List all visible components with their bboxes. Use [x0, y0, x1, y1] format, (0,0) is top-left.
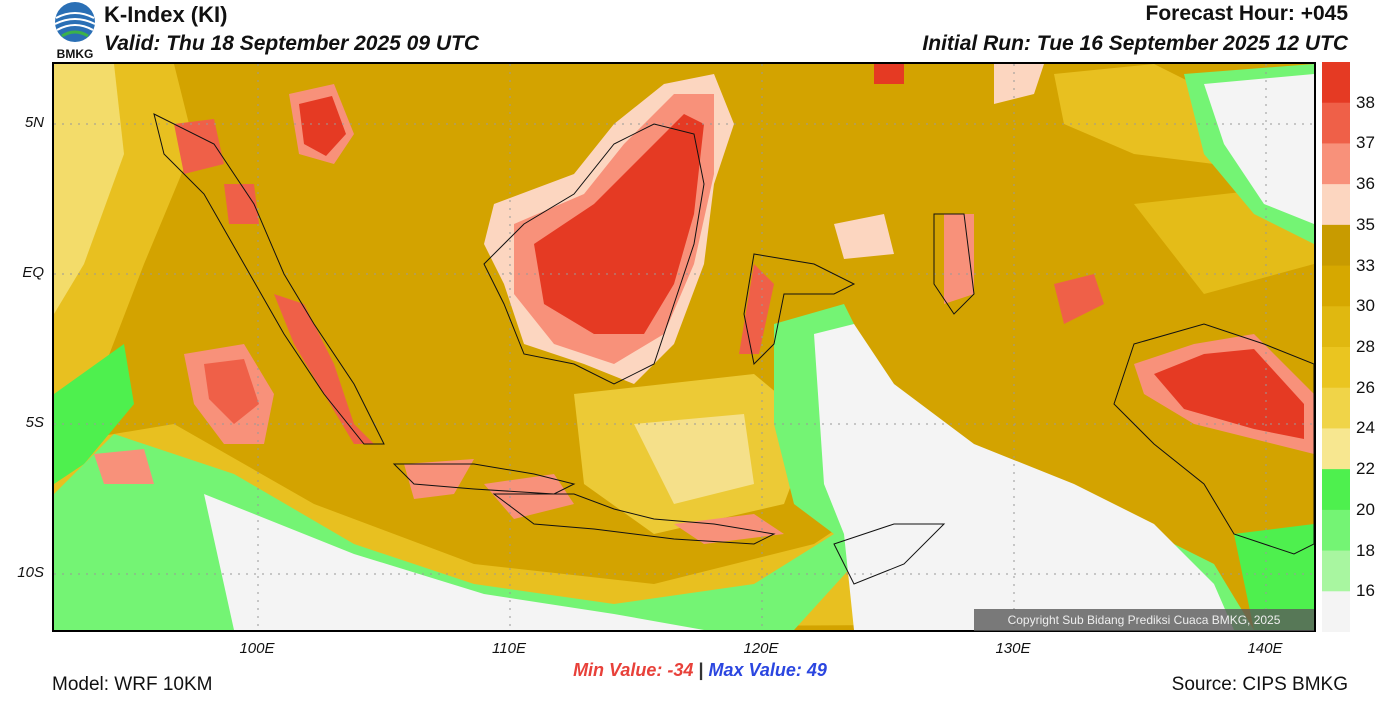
colorbar-swatch	[1322, 265, 1350, 307]
lon-label-140e: 140E	[1247, 640, 1283, 657]
colorbar-swatch	[1322, 550, 1350, 592]
min-label: Min Value:	[573, 660, 663, 680]
lon-label-130e: 130E	[995, 640, 1031, 657]
colorbar-label: 35	[1356, 214, 1375, 234]
colorbar-swatches	[1322, 62, 1350, 633]
colorbar-swatch	[1322, 184, 1350, 226]
colorbar-swatch	[1322, 347, 1350, 389]
colorbar-swatch	[1322, 387, 1350, 429]
colorbar-swatch	[1322, 509, 1350, 552]
colorbar-label: 16	[1356, 581, 1375, 601]
colorbar-label: 33	[1356, 255, 1375, 275]
colorbar-label: 37	[1356, 133, 1375, 153]
colorbar-swatch	[1322, 62, 1350, 104]
colorbar-swatch	[1322, 469, 1350, 511]
max-value: 49	[806, 660, 827, 680]
lat-label-10s: 10S	[17, 564, 44, 581]
bmkg-logo: BMKG	[50, 0, 100, 62]
lon-label-100e: 100E	[239, 640, 275, 657]
logo-text: BMKG	[57, 47, 94, 61]
colorbar-label: 20	[1356, 499, 1375, 519]
colorbar-swatch	[1322, 428, 1350, 470]
forecast-hour: Forecast Hour: +045	[1145, 2, 1349, 25]
initial-run: Initial Run: Tue 16 September 2025 12 UT…	[922, 32, 1348, 55]
colorbar-label: 24	[1356, 418, 1375, 438]
colorbar-label: 18	[1356, 540, 1375, 560]
lat-label-5s: 5S	[25, 414, 44, 431]
colorbar-label: 36	[1356, 174, 1375, 194]
model-info: Model: WRF 10KM	[52, 674, 213, 695]
copyright-notice: Copyright Sub Bidang Prediksi Cuaca BMKG…	[974, 609, 1314, 631]
colorbar-label: 22	[1356, 459, 1375, 479]
min-max-values: Min Value: -34 | Max Value: 49	[0, 660, 1400, 681]
colorbar-swatch	[1322, 143, 1350, 185]
colorbar-swatch	[1322, 224, 1350, 267]
lat-label-eq: EQ	[22, 264, 44, 281]
colorbar-label: 38	[1356, 92, 1375, 112]
separator: |	[698, 660, 704, 680]
colorbar-label: 30	[1356, 296, 1375, 316]
min-value: -34	[667, 660, 694, 680]
lon-label-120e: 120E	[743, 640, 779, 657]
max-label: Max Value:	[708, 660, 802, 680]
colorbar-swatch	[1322, 591, 1350, 633]
source-info: Source: CIPS BMKG	[1171, 674, 1348, 695]
chart-title: K-Index (KI)	[104, 2, 228, 27]
lat-label-5n: 5N	[24, 114, 44, 131]
colorbar-label: 28	[1356, 337, 1375, 356]
colorbar-swatch	[1322, 306, 1350, 348]
lon-label-110e: 110E	[492, 640, 526, 657]
k-index-map	[52, 62, 1316, 632]
colorbar	[1322, 62, 1350, 633]
valid-time: Valid: Thu 18 September 2025 09 UTC	[104, 32, 480, 55]
colorbar-swatch	[1322, 102, 1350, 144]
colorbar-label: 26	[1356, 377, 1375, 397]
